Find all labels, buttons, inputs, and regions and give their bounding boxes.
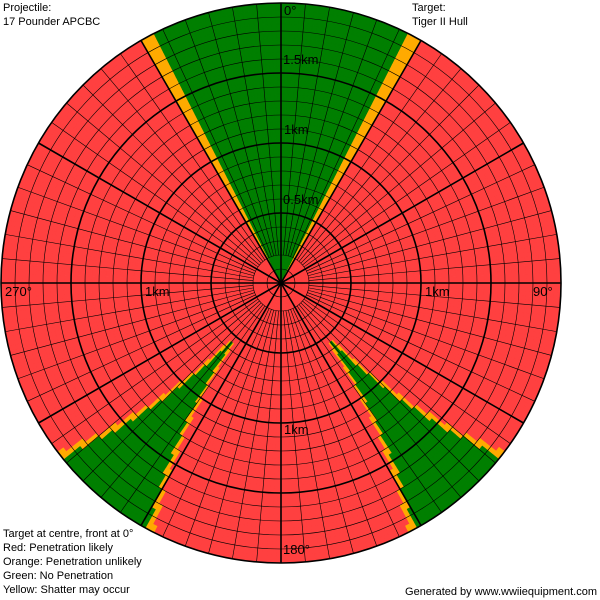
zone-cell [518,286,527,292]
zone-cell [284,30,291,39]
zone-cell [285,16,291,25]
zone-cell [293,24,300,32]
zone-cell [546,268,555,275]
zone-cell [504,266,513,272]
zone-cell [283,93,288,102]
zone-cell [497,290,506,296]
zone-cell [553,268,562,274]
zone-cell [434,277,443,281]
zone-cell [497,267,506,272]
zone-cell [525,269,534,275]
zone-cell [553,296,561,303]
zone-cell [546,273,555,279]
zone-cell [288,37,295,46]
zone-cell [427,277,436,281]
zone-cell [476,275,485,280]
zone-cell [553,292,562,298]
zone-cell [532,264,540,271]
zone-cell [289,16,296,25]
zone-cell [525,286,534,293]
zone-cell [490,271,499,276]
zone-cell [490,267,499,273]
zone-cell [518,290,527,297]
zone-cell [289,23,295,32]
zone-cell [284,65,289,74]
zone-cell [518,265,526,271]
zone-cell [504,274,513,280]
zone-cell [285,23,291,32]
zone-cell [553,272,562,279]
zone-cell [441,276,450,281]
zone-cell [546,263,554,270]
zone-cell [294,17,300,25]
zone-cell [532,269,541,275]
zone-cell [511,274,520,280]
zone-cell [539,273,548,279]
zone-cell [511,286,520,292]
zone-cell [511,266,519,272]
zone-cell [497,274,506,280]
zone-cell [539,268,548,275]
zone-cell [462,285,471,290]
zone-cell [462,272,471,277]
zone-cell [448,276,457,281]
zone-cell [289,30,295,39]
zone-cell [525,295,533,301]
zone-cell [490,286,499,291]
zone-cell [483,271,492,277]
zone-cell [553,263,561,270]
zone-cell [504,286,513,292]
zone-cell [532,273,541,279]
zone-cell [469,272,478,277]
zone-cell [462,276,471,281]
zone-cell [497,286,506,292]
zone-cell [504,290,513,296]
zone-cell [518,269,527,276]
zone-cell [293,31,299,39]
zone-cell [504,270,513,276]
zone-cell [483,275,492,280]
zone-cell [518,274,527,280]
zone-cell [469,275,478,281]
zone-cell [525,291,534,297]
zone-cell [539,264,547,270]
zone-cell [455,273,464,278]
zone-cell [511,290,520,296]
zone-cell [553,287,562,294]
zone-cell [490,275,499,280]
zone-cell [455,276,464,281]
zone-cell [283,86,289,95]
zone-cell [284,72,289,81]
zone-cell [511,270,520,276]
zone-cell [525,265,533,271]
zone-cell [476,286,485,291]
zone-cell [525,273,534,280]
zone-cell [284,79,289,88]
zone-cell [483,286,492,291]
zone-cell [469,285,478,291]
zone-cell [476,272,485,277]
zone-cell [497,270,506,276]
zone-cell [284,37,290,46]
